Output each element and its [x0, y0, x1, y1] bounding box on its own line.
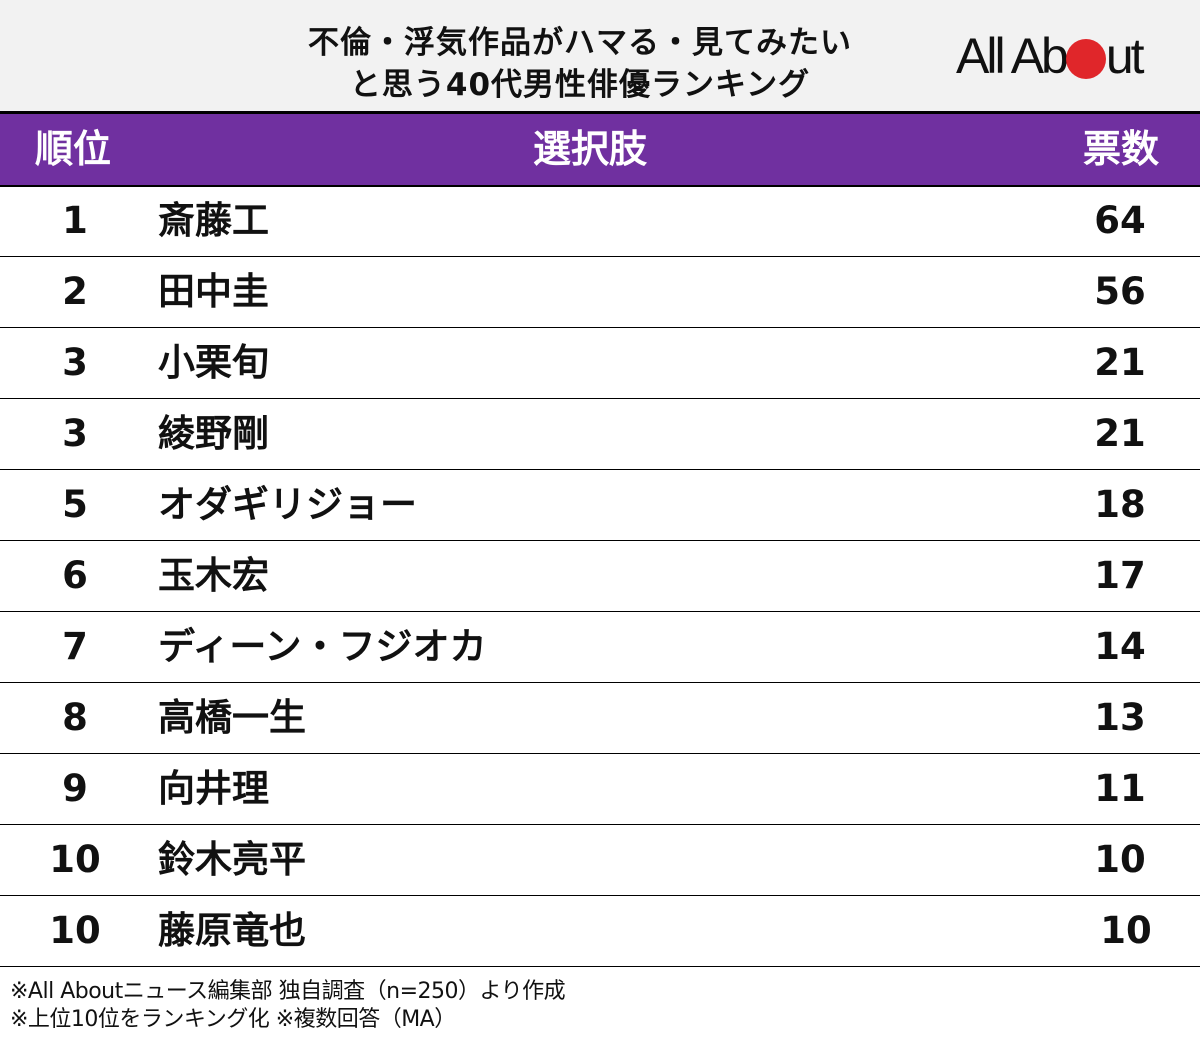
header-choice: 選択肢 — [533, 127, 648, 171]
row-rank: 2 — [62, 270, 88, 313]
row-votes: 21 — [1094, 412, 1146, 455]
row-name: ディーン・フジオカ — [158, 625, 487, 668]
row-rank: 5 — [62, 483, 88, 526]
row-name: オダギリジョー — [158, 483, 417, 526]
row-votes: 10 — [1100, 909, 1152, 952]
footnote-method: ※上位10位をランキング化 ※複数回答（MA） — [10, 1007, 456, 1032]
table-row: 6 玉木宏 17 — [0, 541, 1200, 612]
header-votes: 票数 — [1083, 127, 1160, 171]
page-title: 不倫・浮気作品がハマる・見てみたい と思う40代男性俳優ランキング — [250, 22, 910, 106]
row-rank: 3 — [62, 412, 88, 455]
footnote-source: ※All Aboutニュース編集部 独自調査（n=250）より作成 — [10, 979, 566, 1004]
row-name: 高橋一生 — [158, 696, 306, 739]
row-name: 鈴木亮平 — [158, 838, 306, 881]
all-about-logo: All Ab ut — [956, 28, 1145, 84]
row-votes: 21 — [1094, 341, 1146, 384]
table-row: 5 オダギリジョー 18 — [0, 470, 1200, 541]
table-row: 3 綾野剛 21 — [0, 399, 1200, 470]
logo-text-after: ut — [1105, 28, 1145, 84]
row-rank: 7 — [62, 625, 88, 668]
table-row: 1 斎藤工 64 — [0, 186, 1200, 257]
title-area: 不倫・浮気作品がハマる・見てみたい と思う40代男性俳優ランキング All Ab… — [0, 0, 1200, 111]
row-name: 向井理 — [158, 767, 269, 810]
row-votes: 56 — [1094, 270, 1146, 313]
table-row: 3 小栗旬 21 — [0, 328, 1200, 399]
row-votes: 10 — [1094, 838, 1146, 881]
row-votes: 11 — [1094, 767, 1146, 810]
table-row: 7 ディーン・フジオカ 14 — [0, 612, 1200, 683]
row-name: 斎藤工 — [158, 199, 269, 242]
row-votes: 17 — [1094, 554, 1146, 597]
title-line-2: と思う40代男性俳優ランキング — [349, 67, 811, 103]
row-name: 藤原竜也 — [158, 909, 306, 952]
row-rank: 9 — [62, 767, 88, 810]
logo-text-before: All Ab — [956, 28, 1069, 84]
ranking-table-body: 1 斎藤工 64 2 田中圭 56 3 小栗旬 21 3 綾野剛 21 5 オダ… — [0, 186, 1200, 967]
row-votes: 14 — [1094, 625, 1146, 668]
table-row: 10 鈴木亮平 10 — [0, 825, 1200, 896]
row-rank: 10 — [49, 838, 101, 881]
table-row: 9 向井理 11 — [0, 754, 1200, 825]
table-row: 10 藤原竜也 10 — [0, 896, 1200, 967]
row-name: 田中圭 — [158, 270, 269, 313]
footnotes: ※All Aboutニュース編集部 独自調査（n=250）より作成 ※上位10位… — [10, 978, 566, 1034]
row-votes: 18 — [1094, 483, 1146, 526]
row-name: 綾野剛 — [158, 412, 269, 455]
row-votes: 64 — [1094, 199, 1146, 242]
row-rank: 8 — [62, 696, 88, 739]
row-rank: 3 — [62, 341, 88, 384]
logo-red-dot-icon — [1065, 39, 1106, 79]
row-rank: 10 — [49, 909, 101, 952]
table-row: 2 田中圭 56 — [0, 257, 1200, 328]
row-name: 小栗旬 — [158, 341, 269, 384]
title-line-1: 不倫・浮気作品がハマる・見てみたい — [308, 25, 852, 61]
row-rank: 6 — [62, 554, 88, 597]
table-header: 順位 選択肢 票数 — [0, 111, 1200, 187]
row-rank: 1 — [62, 199, 88, 242]
header-rank: 順位 — [35, 127, 112, 171]
row-votes: 13 — [1094, 696, 1146, 739]
table-row: 8 高橋一生 13 — [0, 683, 1200, 754]
row-name: 玉木宏 — [158, 554, 269, 597]
